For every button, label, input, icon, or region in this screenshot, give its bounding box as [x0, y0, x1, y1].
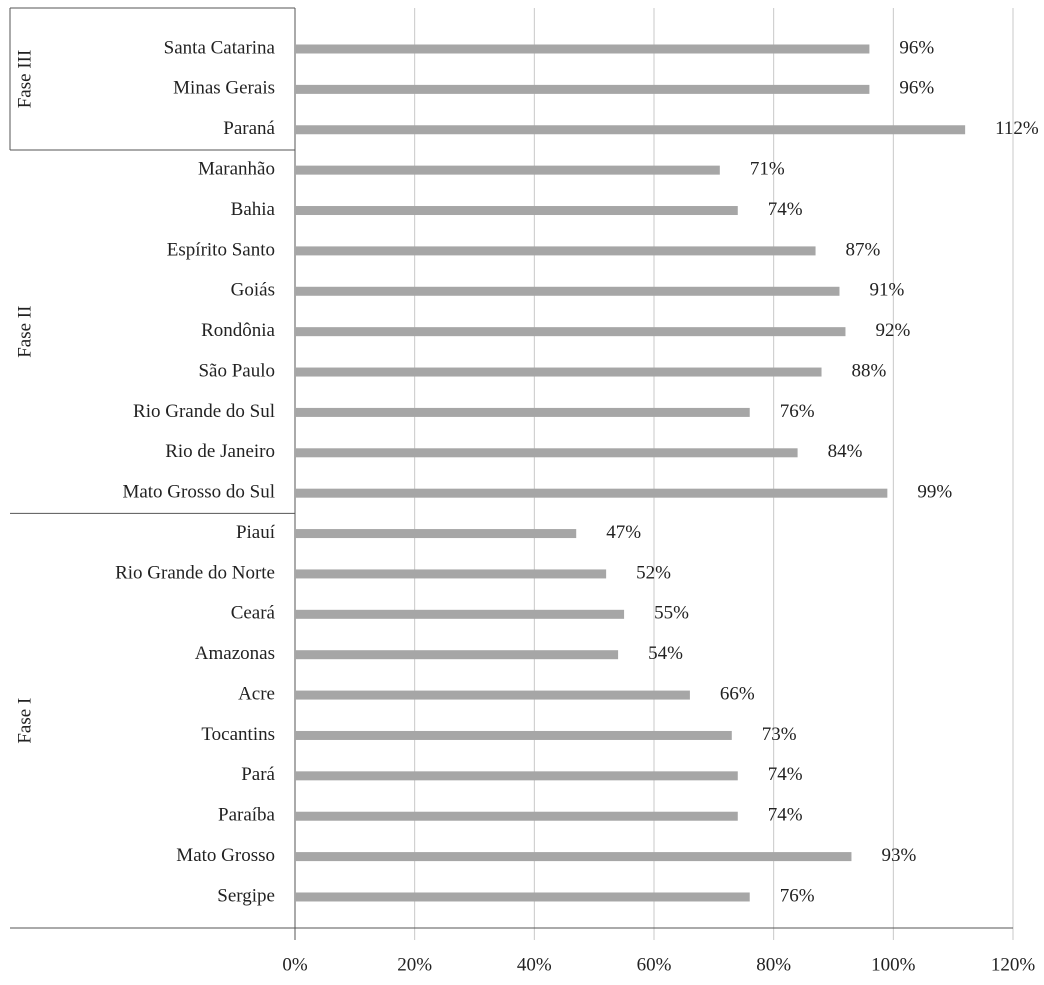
x-tick-label: 100% — [871, 954, 916, 975]
y-tick-label: Amazonas — [195, 643, 275, 664]
bar — [295, 569, 607, 579]
x-tick-label: 0% — [282, 954, 308, 975]
bar — [295, 206, 738, 216]
bar — [295, 811, 738, 821]
data-label: 74% — [768, 805, 803, 826]
y-tick-label: Rio Grande do Sul — [133, 401, 275, 422]
data-label: 96% — [899, 37, 934, 58]
y-tick-label: Pará — [241, 764, 275, 785]
data-label: 88% — [852, 360, 887, 381]
y-tick-label: Paraná — [223, 118, 275, 139]
x-tick-label: 60% — [637, 954, 672, 975]
group-label: Fase II — [14, 306, 35, 358]
data-label: 52% — [636, 562, 671, 583]
bar — [295, 892, 750, 902]
y-tick-label: Mato Grosso do Sul — [122, 482, 275, 503]
y-tick-label: Rondônia — [201, 320, 275, 341]
bar — [295, 125, 966, 135]
data-label: 76% — [780, 885, 815, 906]
y-tick-label: Rio Grande do Norte — [115, 562, 275, 583]
y-tick-label: Ceará — [231, 603, 276, 624]
bar — [295, 327, 846, 337]
bar — [295, 367, 822, 377]
y-tick-label: Mato Grosso — [176, 845, 275, 866]
data-label: 76% — [780, 401, 815, 422]
bar — [295, 690, 690, 700]
y-tick-label: Santa Catarina — [164, 37, 276, 58]
data-label: 54% — [648, 643, 683, 664]
bar — [295, 488, 888, 498]
y-tick-label: Maranhão — [198, 158, 275, 179]
data-label: 96% — [899, 78, 934, 99]
data-label: 91% — [869, 280, 904, 301]
y-tick-label: Piauí — [236, 522, 276, 543]
x-tick-label: 40% — [517, 954, 552, 975]
y-tick-label: São Paulo — [198, 360, 275, 381]
bar — [295, 650, 619, 660]
data-label: 71% — [750, 158, 785, 179]
bar — [295, 771, 738, 781]
y-tick-label: Tocantins — [201, 724, 275, 745]
y-tick-label: Goiás — [231, 280, 275, 301]
x-tick-label: 120% — [991, 954, 1036, 975]
data-label: 47% — [606, 522, 641, 543]
y-tick-label: Acre — [238, 683, 275, 704]
bar — [295, 852, 852, 862]
data-label: 84% — [828, 441, 863, 462]
y-tick-label: Espírito Santo — [167, 239, 275, 260]
y-tick-label: Minas Gerais — [173, 78, 275, 99]
group-label: Fase III — [14, 50, 35, 109]
bar — [295, 609, 625, 619]
bar — [295, 529, 577, 539]
y-tick-label: Paraíba — [218, 805, 276, 826]
bar — [295, 44, 870, 54]
data-label: 74% — [768, 764, 803, 785]
data-label: 73% — [762, 724, 797, 745]
bar — [295, 84, 870, 94]
group-label: Fase I — [14, 698, 35, 744]
bar — [295, 286, 840, 296]
data-label: 55% — [654, 603, 689, 624]
y-tick-label: Rio de Janeiro — [165, 441, 275, 462]
x-tick-label: 80% — [756, 954, 791, 975]
data-label: 99% — [917, 482, 952, 503]
data-label: 112% — [995, 118, 1039, 139]
data-label: 92% — [875, 320, 910, 341]
bar — [295, 407, 750, 417]
x-tick-label: 20% — [397, 954, 432, 975]
y-tick-label: Bahia — [231, 199, 276, 220]
data-label: 87% — [846, 239, 881, 260]
bar — [295, 730, 732, 740]
bar — [295, 165, 720, 175]
bar — [295, 448, 798, 458]
y-tick-label: Sergipe — [217, 885, 275, 906]
data-label: 93% — [881, 845, 916, 866]
data-label: 74% — [768, 199, 803, 220]
bar — [295, 246, 816, 256]
data-label: 66% — [720, 683, 755, 704]
